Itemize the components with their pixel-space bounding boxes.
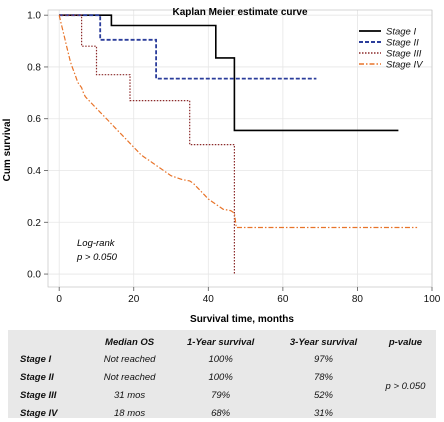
survival-stats-panel: Median OS 1-Year survival 3-Year surviva… xyxy=(8,330,436,419)
plot-frame xyxy=(47,9,433,288)
series-line-stage-iii xyxy=(59,14,235,275)
three-year-cell: 52% xyxy=(313,389,333,401)
x-tick-label: 100 xyxy=(424,294,441,305)
legend-label-stage-i: Stage I xyxy=(386,27,416,38)
axes: 0 20 40 60 80 100 0.0 0.2 0.4 0.6 0.8 1.0 xyxy=(27,9,441,305)
stats-header-median: Median OS xyxy=(105,336,155,348)
y-tick-label: 0.2 xyxy=(27,218,41,229)
x-tick-label: 40 xyxy=(203,294,215,305)
stats-header-row: Median OS 1-Year survival 3-Year surviva… xyxy=(8,334,436,350)
three-year-cell: 97% xyxy=(313,353,333,365)
x-tick-label: 60 xyxy=(277,294,289,305)
pvalue-cell: p > 0.050 xyxy=(385,380,426,392)
survival-stats-table: Median OS 1-Year survival 3-Year surviva… xyxy=(8,334,436,422)
median-cell: Not reached xyxy=(103,353,156,365)
chart-title: Kaplan Meier estimate curve xyxy=(172,7,307,18)
stats-header-blank xyxy=(8,334,90,350)
x-tick-label: 0 xyxy=(56,294,62,305)
stats-header-3yr: 3-Year survival xyxy=(289,336,358,348)
y-tick-label: 0.8 xyxy=(27,62,41,73)
y-tick-label: 0.4 xyxy=(27,166,41,177)
y-tick-label: 1.0 xyxy=(27,11,41,22)
km-chart: 0 20 40 60 80 100 0.0 0.2 0.4 0.6 0.8 1.0 Kaplan Me… xyxy=(2,7,441,325)
series-line-stage-iv xyxy=(58,15,418,229)
table-row: Stage IV 18 mos 68% 31% xyxy=(8,404,436,422)
stage-cell: Stage IV xyxy=(20,407,58,419)
y-axis-label: Cum survival xyxy=(2,118,13,181)
median-cell: Not reached xyxy=(103,371,156,383)
stage-cell: Stage II xyxy=(20,371,54,383)
legend-label-stage-iv: Stage IV xyxy=(386,60,424,71)
one-year-cell: 100% xyxy=(208,353,233,365)
logrank-annotation-line1: Log-rank xyxy=(77,238,116,249)
x-axis-label: Survival time, months xyxy=(190,314,294,325)
one-year-cell: 79% xyxy=(211,389,231,401)
table-row: Stage III 31 mos 79% 52% xyxy=(8,386,436,404)
x-tick-label: 80 xyxy=(352,294,364,305)
legend-label-stage-iii: Stage III xyxy=(386,49,422,60)
table-row: Stage I Not reached 100% 97% p > 0.050 xyxy=(8,350,436,392)
x-tick-label: 20 xyxy=(128,294,140,305)
table-row: Stage II Not reached 100% 78% xyxy=(8,368,436,386)
legend-label-stage-ii: Stage II xyxy=(386,38,419,49)
stats-header-pvalue: p-value xyxy=(388,336,423,348)
logrank-annotation-line2: p > 0.050 xyxy=(76,252,118,263)
one-year-cell: 68% xyxy=(211,407,231,419)
median-cell: 31 mos xyxy=(114,389,146,401)
y-tick-label: 0.6 xyxy=(27,114,41,125)
stage-cell: Stage III xyxy=(20,389,57,401)
three-year-cell: 78% xyxy=(313,371,333,383)
series-line-stage-i xyxy=(59,14,399,132)
series-line-stage-ii xyxy=(59,14,317,80)
three-year-cell: 31% xyxy=(313,407,333,419)
one-year-cell: 100% xyxy=(208,371,233,383)
stats-header-1yr: 1-Year survival xyxy=(187,336,255,348)
stage-cell: Stage I xyxy=(20,353,52,365)
series-layer xyxy=(58,14,418,275)
y-tick-label: 0.0 xyxy=(27,270,41,281)
median-cell: 18 mos xyxy=(114,407,146,419)
